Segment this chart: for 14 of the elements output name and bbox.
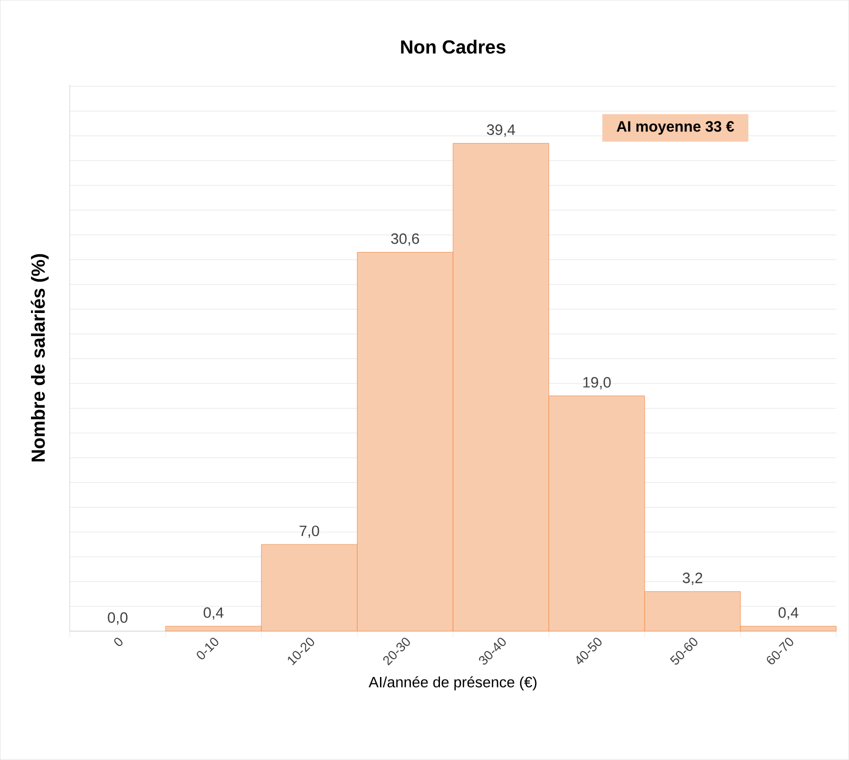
data-label: 39,4 (486, 124, 516, 137)
x-tick-label: 0 (114, 638, 122, 646)
data-label: 30,6 (391, 233, 420, 246)
data-label: 0,4 (204, 607, 224, 620)
data-label: 0,4 (778, 607, 798, 620)
text: AI moyenne 33 € (616, 121, 734, 135)
chart-title: Non Cadres (401, 40, 506, 54)
x-tick-label: 0-10 (196, 638, 218, 660)
data-label: 7,0 (300, 526, 320, 538)
y-axis-title: Nombre de salariés (%) (30, 254, 49, 462)
data-label: 0,0 (108, 612, 128, 625)
x-axis-title: AI/année de présence (€) (368, 676, 536, 690)
data-label: 3,2 (682, 572, 702, 586)
data-label: 19,0 (583, 377, 611, 390)
